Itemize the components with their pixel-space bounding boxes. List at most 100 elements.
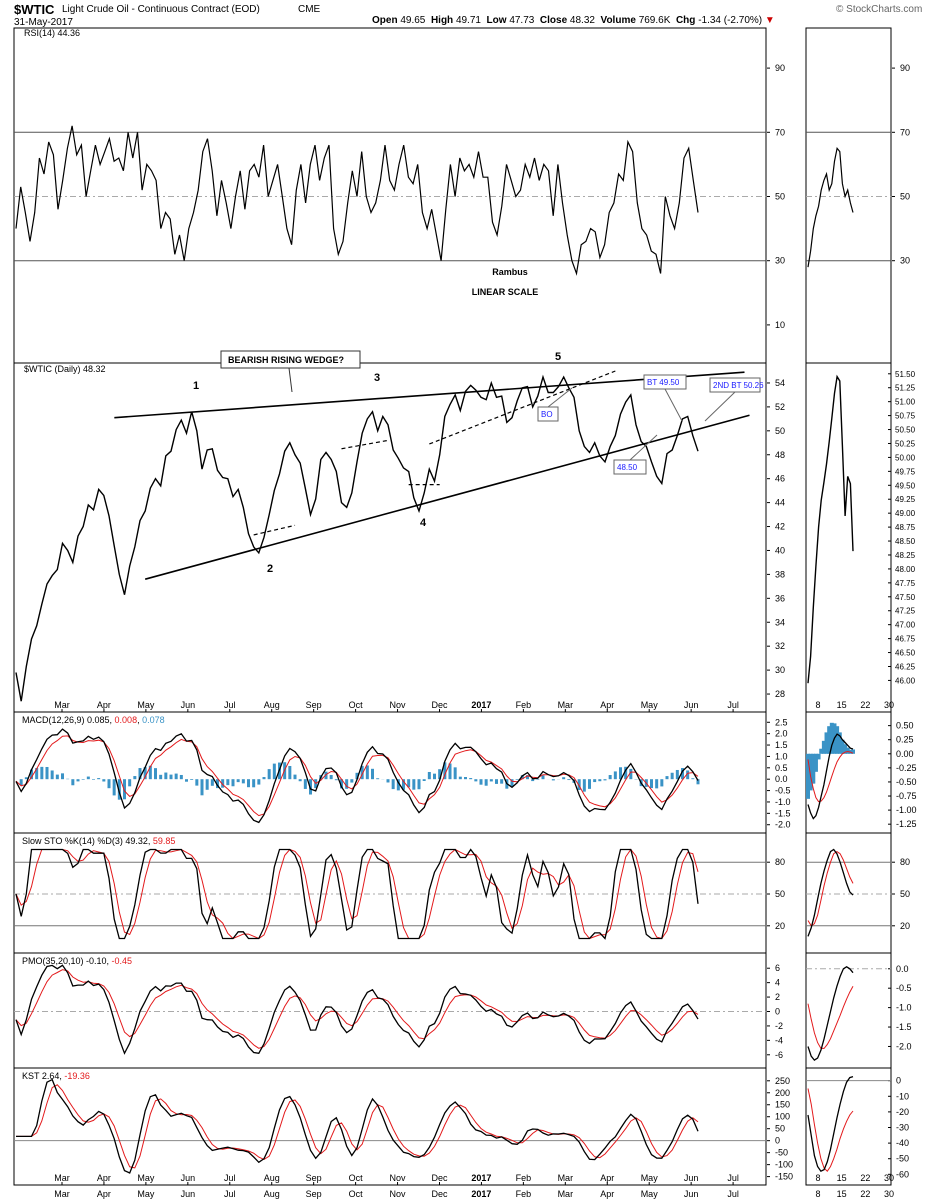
macd-histogram-bar [226, 779, 230, 786]
x-tick-label: May [137, 700, 155, 710]
y-tick-label: 0 [775, 1007, 780, 1017]
macd-histogram-bar [500, 779, 504, 784]
x-tick-label: Apr [97, 1173, 111, 1183]
macd-histogram-bar [50, 770, 54, 780]
legend-part: 0.008 [115, 715, 138, 725]
x-tick-label: Mar [54, 700, 70, 710]
wedge-lower-line [144, 414, 750, 580]
macd-histogram-bar [143, 767, 147, 780]
macd-histogram-bar [489, 779, 493, 782]
macd-histogram-bar [102, 779, 106, 782]
y-tick-label: 48.50 [895, 537, 916, 546]
macd-histogram-bar [133, 776, 137, 780]
x-tick-label: Jun [181, 700, 196, 710]
macd-histogram-bar [340, 779, 343, 789]
x-tick-label: Apr [600, 1173, 614, 1183]
y-tick-label: 32 [775, 641, 785, 651]
macd-histogram-bar [619, 767, 622, 780]
annotation-box-wedge [220, 350, 361, 369]
y-tick-label: -1.0 [896, 1003, 912, 1013]
macd-histogram-bar [117, 779, 121, 800]
chart-exchange: CME [298, 4, 321, 15]
macd-histogram-bar [97, 778, 101, 780]
y-tick-label: 30 [900, 256, 910, 266]
x-tick-label: 22 [860, 1173, 870, 1183]
y-tick-label: 0.00 [896, 749, 914, 759]
macd-histogram-bar [174, 773, 178, 780]
macd-histogram-bar [40, 766, 44, 780]
macd-histogram-bar [681, 768, 684, 780]
y-tick-label: 51.25 [895, 384, 916, 393]
y-tick-label: 0 [896, 1076, 901, 1086]
rsi-inset-line [807, 146, 854, 268]
y-tick-label: -150 [775, 1172, 793, 1182]
y-tick-label: 48.25 [895, 551, 916, 560]
neckline-dashed [341, 439, 389, 450]
annotation-pointer [629, 434, 658, 461]
y-tick-label: -4 [775, 1035, 783, 1045]
macd-histogram-bar [123, 779, 126, 800]
kst-inset-line [807, 1075, 854, 1173]
chart-date: 31-May-2017 [14, 17, 73, 28]
kst-signal-line [16, 1084, 699, 1169]
macd-histogram-bar [345, 779, 349, 789]
macd-histogram-bar [629, 768, 633, 780]
y-tick-label: -50 [896, 1154, 909, 1164]
macd-histogram-bar [696, 779, 700, 785]
annotation-pointer [547, 387, 573, 408]
y-tick-label: -2 [775, 1021, 783, 1031]
macd-histogram-bar [185, 779, 188, 782]
macd-histogram-bar [665, 776, 669, 780]
panel-frame-sto [13, 832, 767, 954]
macd-histogram-bar [650, 779, 653, 789]
sto-inset-k-line [807, 848, 854, 937]
annotation-bearish-wedge: BEARISH RISING WEDGE? [228, 355, 344, 365]
macd-histogram-bar [92, 779, 95, 780]
y-tick-label: 50 [900, 192, 910, 202]
y-tick-label: -10 [896, 1091, 909, 1101]
x-tick-label: Sep [306, 700, 322, 710]
macd-histogram-bar [691, 778, 695, 780]
y-tick-label: 49.50 [895, 481, 916, 490]
macd-histogram-bar [391, 779, 395, 790]
x-tick-label: Sep [306, 1173, 322, 1183]
y-tick-label: 50.00 [895, 453, 916, 462]
macd-histogram-bar [231, 779, 235, 787]
macd-histogram-bar [298, 779, 302, 782]
price-inset-line [807, 374, 854, 684]
y-tick-label: 4 [775, 978, 780, 988]
annotation-label: BO [541, 410, 553, 419]
panel-frame-kst [13, 1067, 767, 1186]
x-tick-label: Jul [224, 700, 236, 710]
pmo-inset-signal [807, 986, 854, 1049]
macd-histogram-bar [479, 779, 483, 785]
x-axis-bottom-label: Dec [431, 1189, 448, 1199]
volume-label: Volume [600, 15, 636, 26]
y-tick-label: 47.00 [895, 621, 916, 630]
x-tick-label: Jul [727, 1173, 739, 1183]
down-arrow-icon: ▼ [764, 15, 775, 26]
x-tick-label: 22 [860, 700, 870, 710]
macd-histogram-bar [159, 774, 163, 780]
macd-histogram-bar [148, 765, 152, 780]
macd-histogram-bar [371, 768, 374, 780]
y-tick-label: 47.25 [895, 607, 916, 616]
x-axis-bottom-label: Mar [558, 1189, 574, 1199]
x-axis-bottom-label: 8 [815, 1189, 820, 1199]
y-tick-label: -0.25 [896, 763, 917, 773]
legend-part: KST 2.64, [22, 1071, 64, 1081]
macd-histogram-bar [195, 779, 199, 786]
macd-histogram-bar [169, 774, 173, 780]
y-tick-label: 52 [775, 402, 785, 412]
macd-histogram-bar [484, 779, 488, 786]
pmo-line [15, 964, 699, 1055]
macd-histogram-bar [112, 779, 116, 796]
y-tick-label: -20 [896, 1107, 909, 1117]
wedge-point-label: 1 [193, 380, 199, 392]
x-tick-label: 8 [815, 1173, 820, 1183]
ohlc-readout: Open 49.65 High 49.71 Low 47.73 Close 48… [372, 15, 775, 26]
macd-histogram-bar [598, 779, 602, 782]
legend-part: -19.36 [64, 1071, 90, 1081]
macd-histogram-bar [608, 775, 612, 780]
y-tick-label: -1.5 [775, 808, 791, 818]
